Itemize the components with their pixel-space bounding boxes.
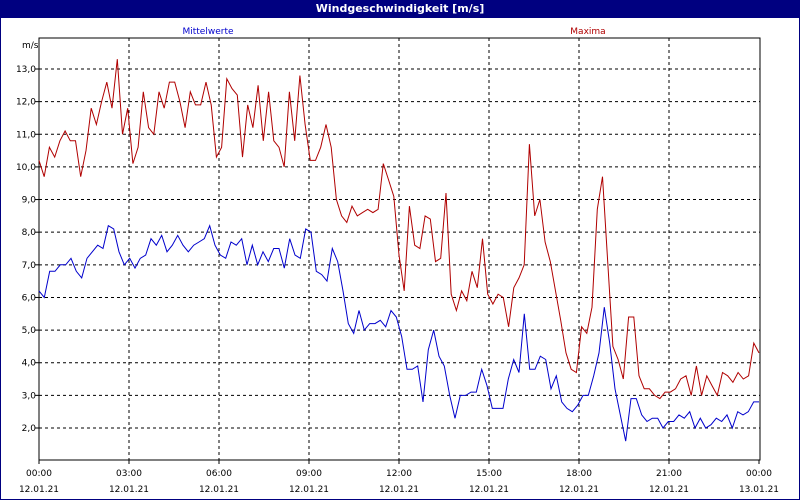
y-tick-label: 5,0 <box>22 326 37 336</box>
x-tick-date: 12.01.21 <box>199 485 239 495</box>
y-tick-label: 8,0 <box>22 228 37 238</box>
y-tick-label: 2,0 <box>22 424 37 434</box>
legend-mittelwerte: Mittelwerte <box>182 27 233 37</box>
y-tick-label: 4,0 <box>22 359 37 369</box>
y-tick-label: 3,0 <box>22 391 37 401</box>
axes: 2,0 3,0 4,0 5,0 6,0 7,0 8,0 9,0 10,0 11,0 12,0 13,0… <box>16 65 779 495</box>
x-tick-time: 00:00 <box>26 469 52 479</box>
x-tick-time: 18:00 <box>566 469 592 479</box>
y-tick-label: 7,0 <box>22 261 37 271</box>
x-tick-time: 21:00 <box>656 469 682 479</box>
series-line-maxima <box>38 59 760 400</box>
y-tick-label: 11,0 <box>16 130 36 140</box>
x-tick-date: 13.01.21 <box>739 485 779 495</box>
x-tick-time: 09:00 <box>296 469 322 479</box>
x-tick-time: 12:00 <box>386 469 412 479</box>
series-line-mittelwerte <box>38 224 759 442</box>
y-tick-label: 12,0 <box>16 98 36 108</box>
x-tick-date: 12.01.21 <box>379 485 419 495</box>
y-tick-label: 6,0 <box>22 293 37 303</box>
legend-maxima: Maxima <box>570 27 605 37</box>
series-group <box>38 59 760 442</box>
y-tick-label: 13,0 <box>16 65 36 75</box>
x-tick-time: 15:00 <box>476 469 502 479</box>
y-tick-label: 10,0 <box>16 163 36 173</box>
window-title: Windgeschwindigkeit [m/s] <box>0 0 800 18</box>
x-tick-time: 06:00 <box>206 469 232 479</box>
x-tick-date: 12.01.21 <box>109 485 149 495</box>
y-tick-label: 9,0 <box>22 196 37 206</box>
y-axis-label: m/s <box>22 41 39 51</box>
x-tick-time: 00:00 <box>746 469 772 479</box>
x-tick-date: 12.01.21 <box>559 485 599 495</box>
x-tick-date: 12.01.21 <box>19 485 59 495</box>
x-tick-date: 12.01.21 <box>649 485 689 495</box>
x-tick-date: 12.01.21 <box>289 485 329 495</box>
x-tick-date: 12.01.21 <box>469 485 509 495</box>
x-tick-time: 03:00 <box>116 469 142 479</box>
